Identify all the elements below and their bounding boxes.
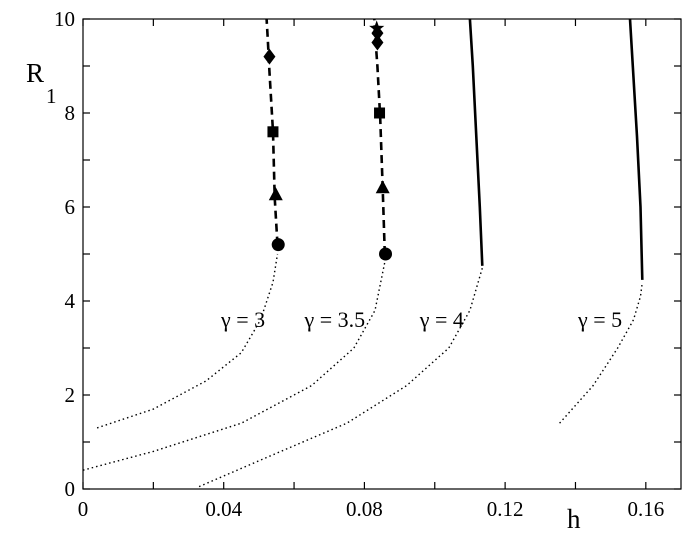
series-3-upper-line	[468, 18, 484, 266]
series-2-marker-diamond	[371, 34, 384, 51]
curve-label: γ = 3.5	[304, 307, 366, 332]
series-1-upper-line	[265, 18, 279, 245]
y-axis-label: R	[26, 58, 44, 88]
series-4-lower-line	[559, 282, 643, 424]
x-axis-label: h	[567, 504, 581, 534]
y-tick-label: 0	[65, 477, 76, 501]
series-1-marker-square	[267, 126, 279, 138]
series-2-marker-triangle	[375, 180, 390, 194]
curve-label: γ = 4	[419, 307, 464, 332]
y-tick-label: 4	[65, 289, 76, 313]
x-tick-label: 0.16	[627, 497, 664, 521]
x-tick-label: 0.08	[346, 497, 383, 521]
series-1-marker-circle	[271, 238, 285, 252]
series-1-marker-diamond	[263, 48, 276, 65]
series-1-marker-triangle	[268, 187, 283, 201]
series-2-lower-line	[82, 258, 387, 471]
curves	[82, 18, 644, 488]
x-tick-label: 0	[78, 497, 89, 521]
series-2-upper-line	[373, 18, 387, 255]
curve-label: γ = 3	[220, 307, 265, 332]
series-2-marker-square	[374, 107, 386, 119]
markers	[263, 20, 393, 261]
labels: γ = 3 γ = 3.5 γ = 4 γ = 5	[220, 307, 622, 332]
series-3-lower-line	[198, 267, 483, 488]
y-tick-label: 6	[65, 195, 76, 219]
series-2-marker-circle	[379, 247, 393, 261]
y-tick-label: 10	[54, 7, 75, 31]
y-axis-label-subscript: 1	[46, 84, 57, 108]
x-tick-label: 0.04	[205, 497, 242, 521]
y-tick-label: 2	[65, 383, 76, 407]
curve-label: γ = 5	[577, 307, 622, 332]
series-2-marker-star	[369, 20, 385, 35]
series-1-lower-line	[96, 253, 279, 429]
x-tick-label: 0.12	[487, 497, 524, 521]
y-tick-label: 8	[65, 101, 76, 125]
series-4-upper-line	[628, 18, 644, 280]
ticks: 0 0.04 0.08 0.12 0.16 0 2 4 6 8 10	[54, 7, 681, 521]
